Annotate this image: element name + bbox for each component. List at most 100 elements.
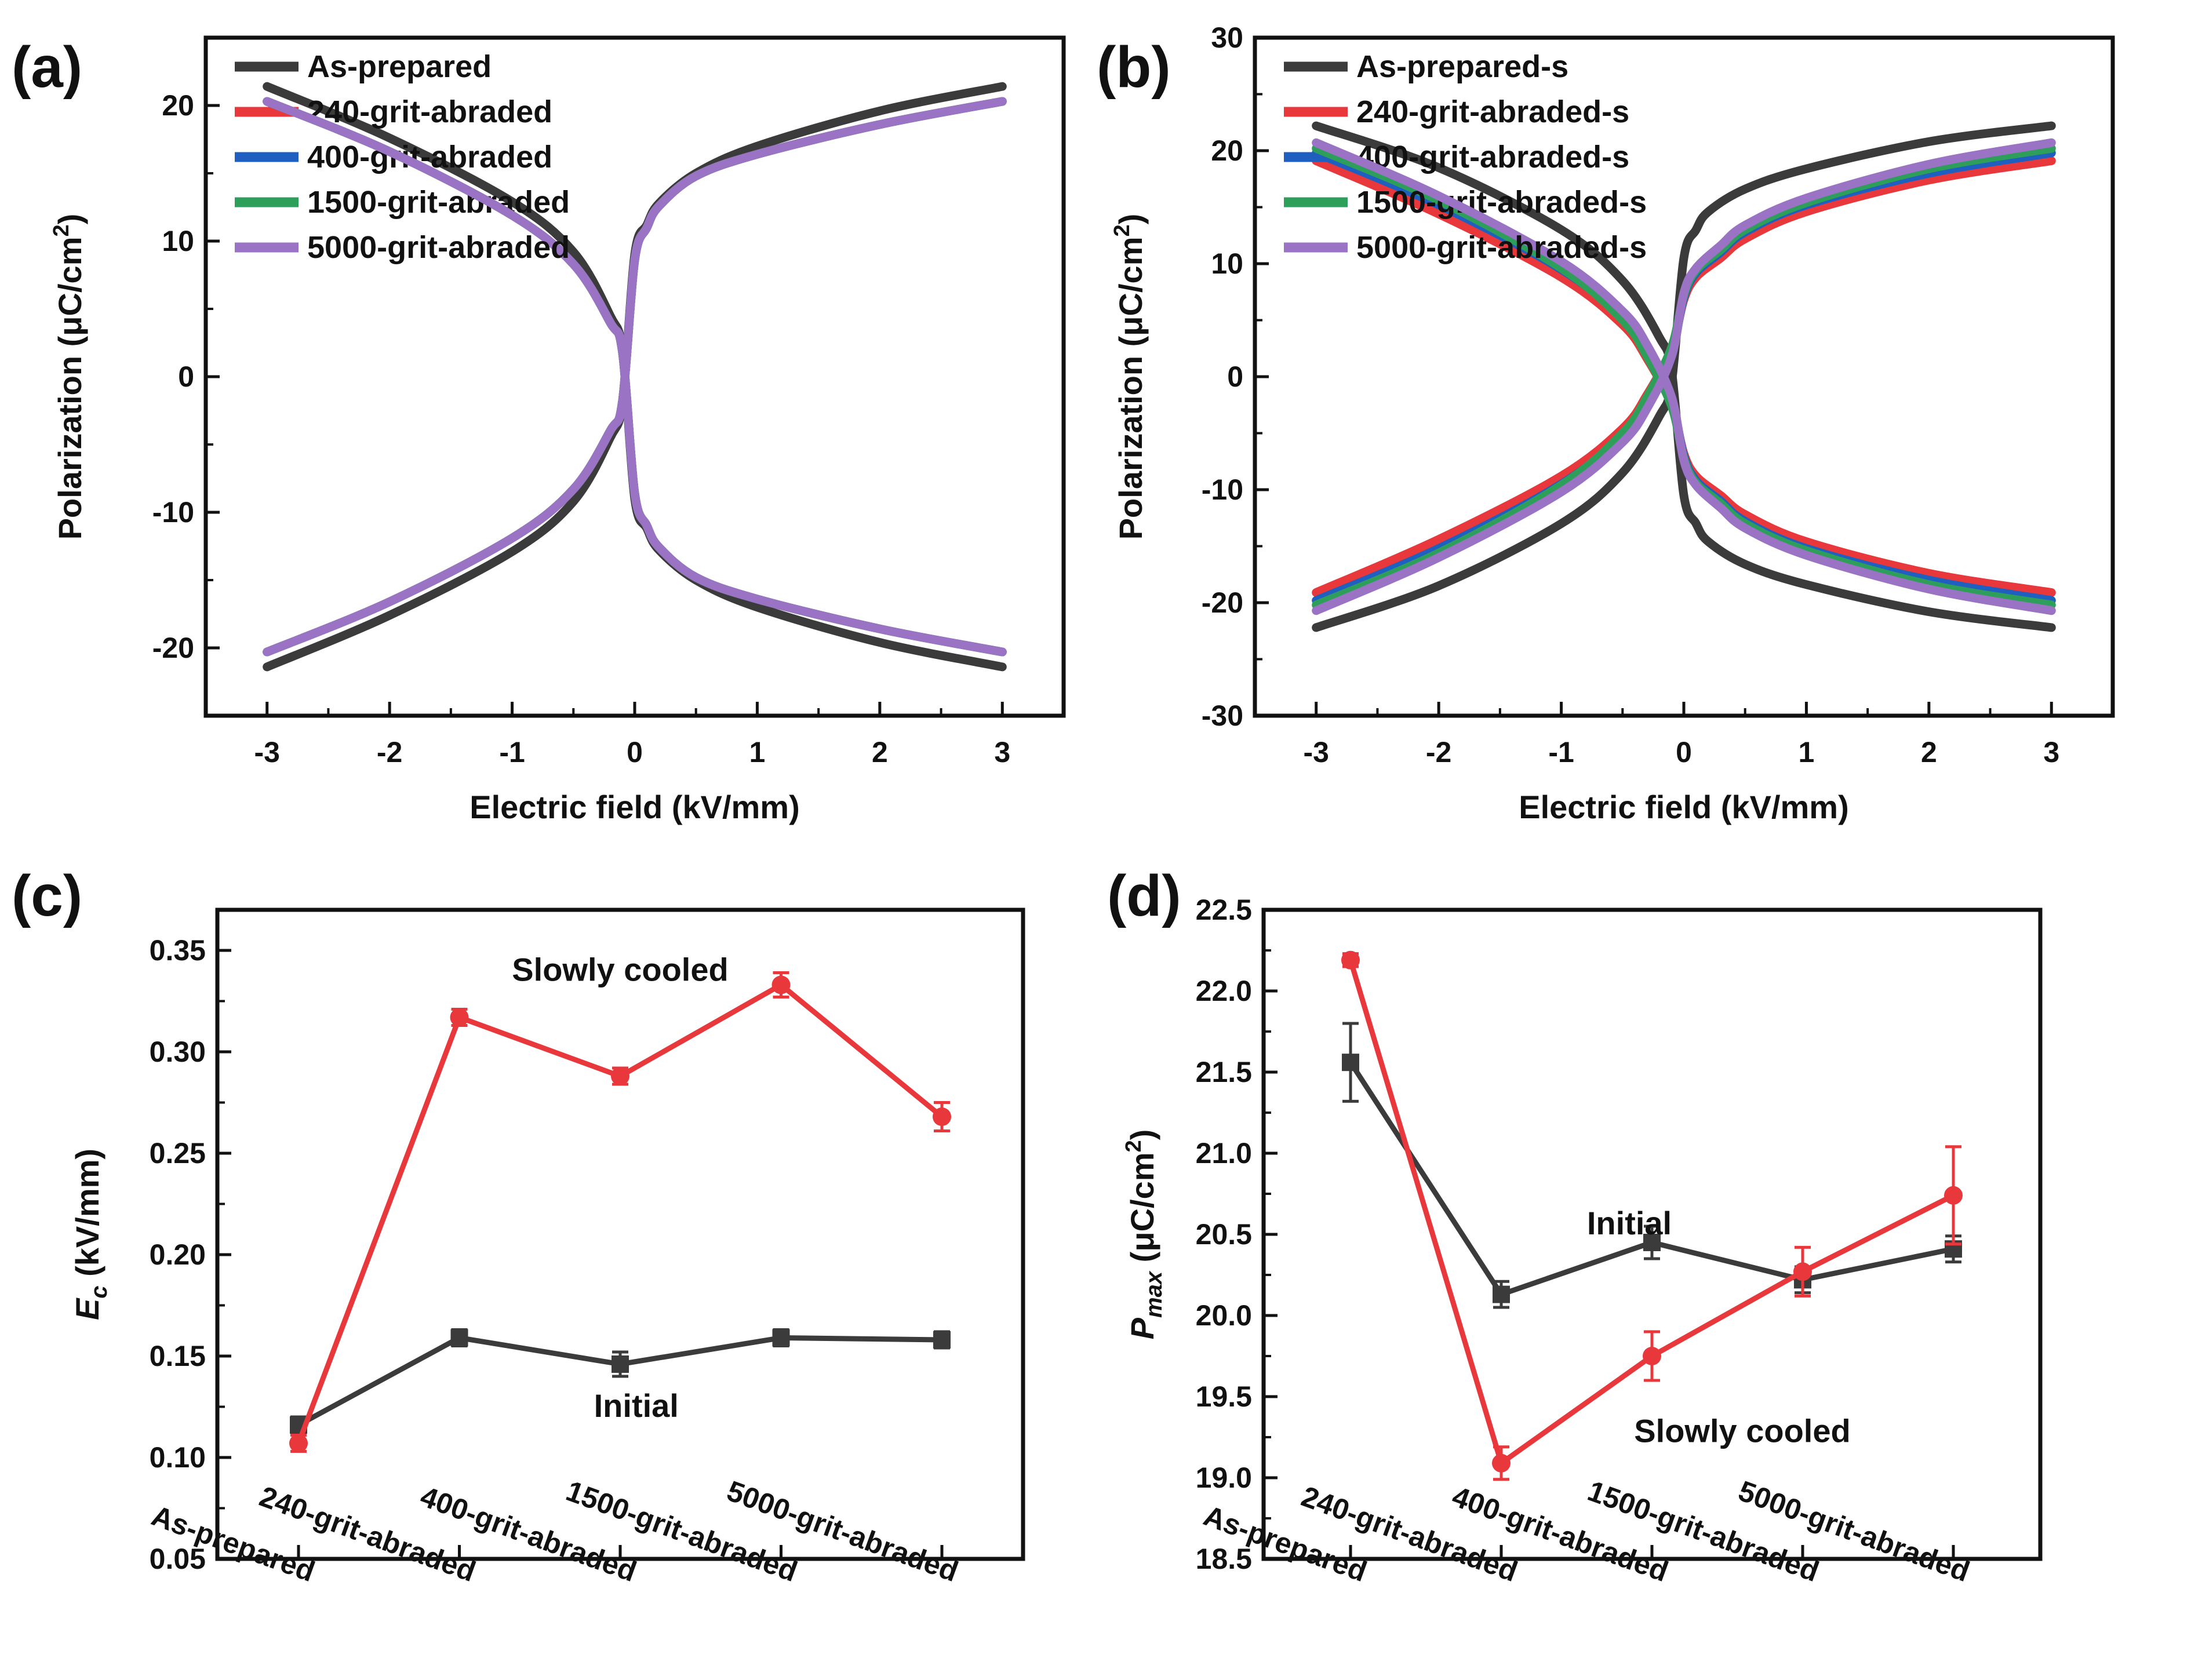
data-point bbox=[933, 1107, 951, 1126]
legend-label: As-prepared-s bbox=[1356, 49, 1568, 84]
x-tick-label: -3 bbox=[1303, 736, 1329, 768]
y-tick-label: 20.0 bbox=[1196, 1299, 1252, 1332]
loop-upper-branch bbox=[1312, 148, 2056, 605]
plot-frame bbox=[1261, 908, 2043, 1561]
loop-upper-branch bbox=[1312, 156, 2056, 597]
panel-label: (c) bbox=[12, 863, 82, 928]
data-point bbox=[1793, 1262, 1812, 1281]
legend-label: 1500-grit-abraded-s bbox=[1356, 185, 1647, 220]
annotation: Slowly cooled bbox=[512, 952, 728, 988]
x-tick-label: 1 bbox=[749, 736, 766, 768]
chart-b: (b)-3 -2 -1 0 1 2 3-30-20-100102030As-prepared… bbox=[1097, 21, 2115, 825]
x-tick-label: -1 bbox=[1548, 736, 1574, 768]
y-axis-title: Polarization (μC/cm2) bbox=[1110, 214, 1149, 540]
plot-frame bbox=[1253, 35, 2115, 718]
loop-upper-branch bbox=[263, 97, 1007, 657]
loop-lower-branch bbox=[1312, 138, 2056, 615]
x-tick-label: -2 bbox=[1426, 736, 1451, 768]
legend-label: 5000-grit-abraded bbox=[307, 230, 570, 265]
y-tick-label: 21.0 bbox=[1196, 1137, 1252, 1169]
y-tick-label: 30 bbox=[1211, 21, 1243, 54]
panel-b: (b) -3 -2 -1 0 1 2 3 -30 -20 -10 0 10 20 30 As-prepared… bbox=[1096, 0, 2191, 840]
loop-lower-branch bbox=[263, 97, 1007, 657]
x-tick-label: 1 bbox=[1799, 736, 1815, 768]
chart-a: (a)-3 -2 -1 0 1 2 3-20-1001020As-prepared240-g… bbox=[12, 35, 1066, 825]
y-tick-label: 18.5 bbox=[1196, 1543, 1252, 1575]
legend-label: 5000-grit-abraded-s bbox=[1356, 230, 1647, 265]
loop-upper-branch bbox=[263, 97, 1007, 657]
legend-label: 400-grit-abraded-s bbox=[1356, 140, 1629, 174]
annotation: Initial bbox=[1587, 1205, 1672, 1241]
x-tick-label: 3 bbox=[994, 736, 1010, 768]
y-tick-label: 0.10 bbox=[150, 1441, 206, 1474]
y-tick-label: 22.5 bbox=[1196, 894, 1252, 926]
loop-upper-branch bbox=[263, 97, 1007, 657]
data-point bbox=[1342, 1054, 1359, 1072]
y-tick-label: 22.0 bbox=[1196, 975, 1252, 1007]
y-tick-label: 0.35 bbox=[150, 934, 206, 967]
y-tick-label: 0.20 bbox=[150, 1238, 206, 1271]
x-tick-label: -2 bbox=[377, 736, 402, 768]
x-tick-label: 2 bbox=[1921, 736, 1937, 768]
data-point bbox=[1643, 1234, 1661, 1251]
panel-label: (d) bbox=[1107, 863, 1181, 928]
loop-lower-branch bbox=[263, 97, 1007, 657]
y-tick-label: -20 bbox=[1202, 586, 1243, 619]
plot-frame bbox=[215, 908, 1025, 1561]
data-point bbox=[1944, 1186, 1963, 1205]
legend-label: 1500-grit-abraded bbox=[307, 185, 570, 220]
data-point bbox=[611, 1067, 629, 1085]
data-point bbox=[450, 1008, 469, 1027]
legend-label: 240-grit-abraded-s bbox=[1356, 94, 1629, 129]
loop-lower-branch bbox=[1312, 148, 2056, 605]
annotation: Initial bbox=[594, 1387, 679, 1424]
x-tick-label: -1 bbox=[499, 736, 525, 768]
legend-label: As-prepared bbox=[307, 49, 492, 84]
y-tick-label: 21.5 bbox=[1196, 1056, 1252, 1088]
data-point bbox=[933, 1331, 951, 1349]
loop-lower-branch bbox=[1312, 156, 2056, 597]
panel-d: (d) 18.5 19.0 19.5 20.0 20.5 21.0 21.5 22.0 22.5 A… bbox=[1096, 840, 2191, 1680]
data-point bbox=[1643, 1347, 1661, 1365]
y-tick-label: 0.30 bbox=[150, 1036, 206, 1068]
data-point bbox=[1493, 1285, 1510, 1303]
x-tick-label: 3 bbox=[2043, 736, 2059, 768]
y-tick-label: -10 bbox=[152, 496, 194, 529]
panel-label: (a) bbox=[12, 35, 82, 100]
loop-lower-branch bbox=[263, 97, 1007, 657]
data-point bbox=[289, 1434, 308, 1453]
x-tick-label: -3 bbox=[254, 736, 279, 768]
y-tick-label: 19.5 bbox=[1196, 1380, 1252, 1413]
x-axis-title: Electric field (kV/mm) bbox=[1519, 789, 1849, 825]
y-tick-label: 0.05 bbox=[150, 1543, 206, 1575]
x-tick-label: 0 bbox=[627, 736, 643, 768]
loop-upper-branch bbox=[1312, 138, 2056, 615]
y-tick-label: 20 bbox=[1211, 134, 1243, 167]
y-tick-label: 0.15 bbox=[150, 1340, 206, 1372]
y-axis-title: Polarization (μC/cm2) bbox=[49, 214, 88, 540]
y-tick-label: 0.25 bbox=[150, 1137, 206, 1169]
y-axis-title: Pmax (μC/cm2) bbox=[1122, 1129, 1167, 1340]
y-tick-label: -20 bbox=[152, 632, 194, 664]
x-tick-label: 0 bbox=[1676, 736, 1692, 768]
data-point bbox=[612, 1355, 629, 1373]
y-tick-label: 19.0 bbox=[1196, 1462, 1252, 1494]
x-tick-label: 2 bbox=[872, 736, 888, 768]
loop-upper-branch bbox=[263, 97, 1007, 657]
x-axis-title: Electric field (kV/mm) bbox=[470, 789, 800, 825]
chart-d: (d)18.519.019.520.020.521.021.522.022.5A… bbox=[1107, 863, 2043, 1588]
data-point bbox=[450, 1329, 468, 1347]
y-tick-label: 0 bbox=[178, 360, 194, 393]
y-tick-label: 10 bbox=[162, 225, 194, 257]
y-tick-label: 10 bbox=[1211, 247, 1243, 280]
y-tick-label: -30 bbox=[1202, 699, 1243, 732]
chart-c: (c)0.050.100.150.200.250.300.35As-prepar… bbox=[12, 863, 1025, 1588]
panel-label: (b) bbox=[1097, 35, 1171, 100]
data-point bbox=[771, 975, 791, 994]
y-axis-title: Ec (kV/mm) bbox=[69, 1149, 112, 1320]
y-tick-label: 20.5 bbox=[1196, 1218, 1252, 1251]
y-tick-label: 0 bbox=[1227, 360, 1243, 393]
data-point bbox=[772, 1329, 790, 1347]
y-tick-label: -10 bbox=[1202, 473, 1243, 506]
data-point bbox=[1492, 1453, 1511, 1473]
